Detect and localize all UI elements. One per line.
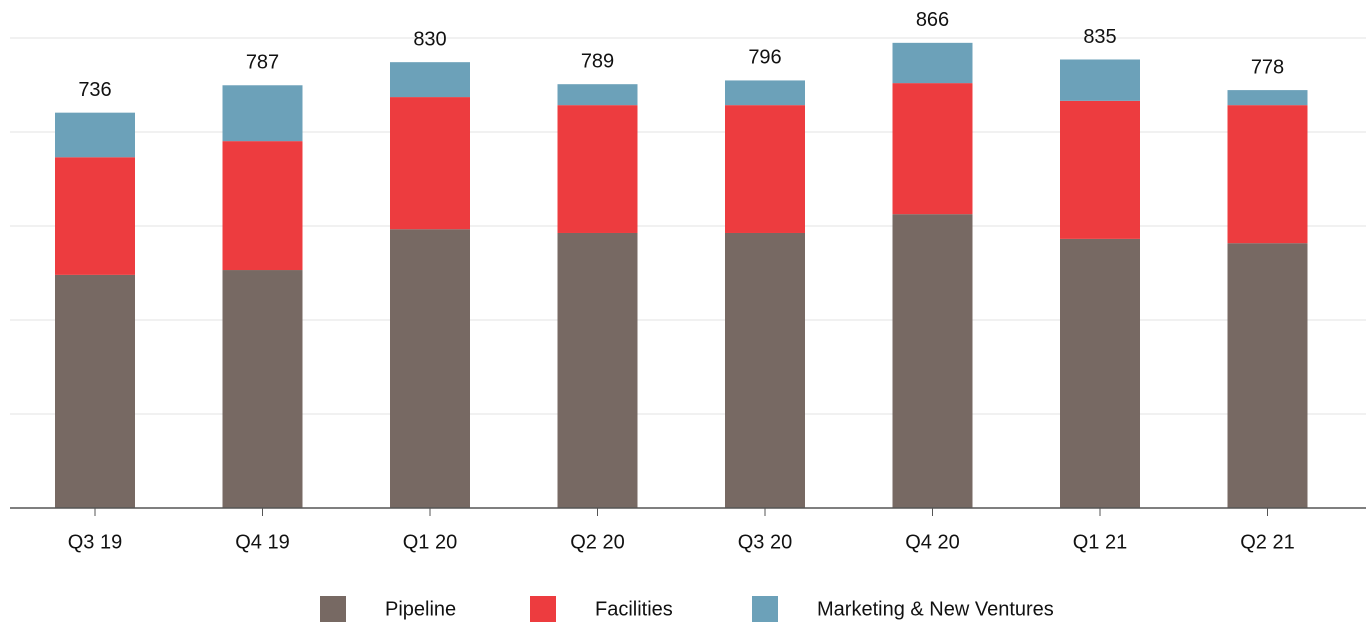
bar-segment: [892, 42, 973, 84]
bar-segment: [892, 83, 973, 215]
bar-segment: [390, 62, 470, 98]
total-label: 778: [1251, 56, 1284, 78]
bar-segment: [557, 84, 638, 106]
bar-segment: [1227, 90, 1308, 106]
x-tick-label: Q3 20: [738, 531, 792, 553]
bar-segment: [557, 105, 638, 233]
bar-segment: [1060, 238, 1140, 509]
bar-segment: [1060, 100, 1140, 239]
total-label: 736: [78, 79, 111, 101]
total-label: 835: [1083, 26, 1116, 48]
bar-segment: [892, 214, 973, 508]
total-label: 787: [246, 52, 279, 74]
x-tick-label: Q1 20: [403, 531, 457, 553]
bar-segment: [1060, 59, 1140, 101]
bar-segment: [55, 157, 135, 275]
legend-label: Facilities: [595, 598, 673, 620]
total-label: 789: [581, 50, 614, 72]
bar-segment: [55, 112, 135, 158]
bar-segment: [55, 274, 135, 508]
x-tick-label: Q1 21: [1073, 531, 1127, 553]
legend-label: Marketing & New Ventures: [817, 598, 1054, 620]
bar-segment: [390, 97, 470, 230]
bar-segment: [222, 85, 303, 142]
bar-segment: [1227, 105, 1308, 244]
bar-segment: [557, 232, 638, 509]
bar-segment: [1227, 243, 1308, 508]
legend-swatch: [530, 596, 556, 622]
x-tick-label: Q4 20: [905, 531, 959, 553]
x-tick-label: Q4 19: [235, 531, 289, 553]
legend-label: Pipeline: [385, 598, 456, 620]
bar-segment: [725, 232, 805, 509]
bar-segment: [725, 105, 805, 233]
bar-segment: [222, 270, 303, 508]
legend-swatch: [320, 596, 346, 622]
bar-segment: [222, 141, 303, 271]
bar-segment: [725, 80, 805, 106]
total-label: 796: [748, 47, 781, 69]
x-tick-label: Q3 19: [68, 531, 122, 553]
bar-segment: [390, 229, 470, 509]
total-label: 830: [413, 28, 446, 50]
legend-swatch: [752, 596, 778, 622]
total-label: 866: [916, 9, 949, 31]
x-tick-label: Q2 20: [570, 531, 624, 553]
x-tick-label: Q2 21: [1240, 531, 1294, 553]
